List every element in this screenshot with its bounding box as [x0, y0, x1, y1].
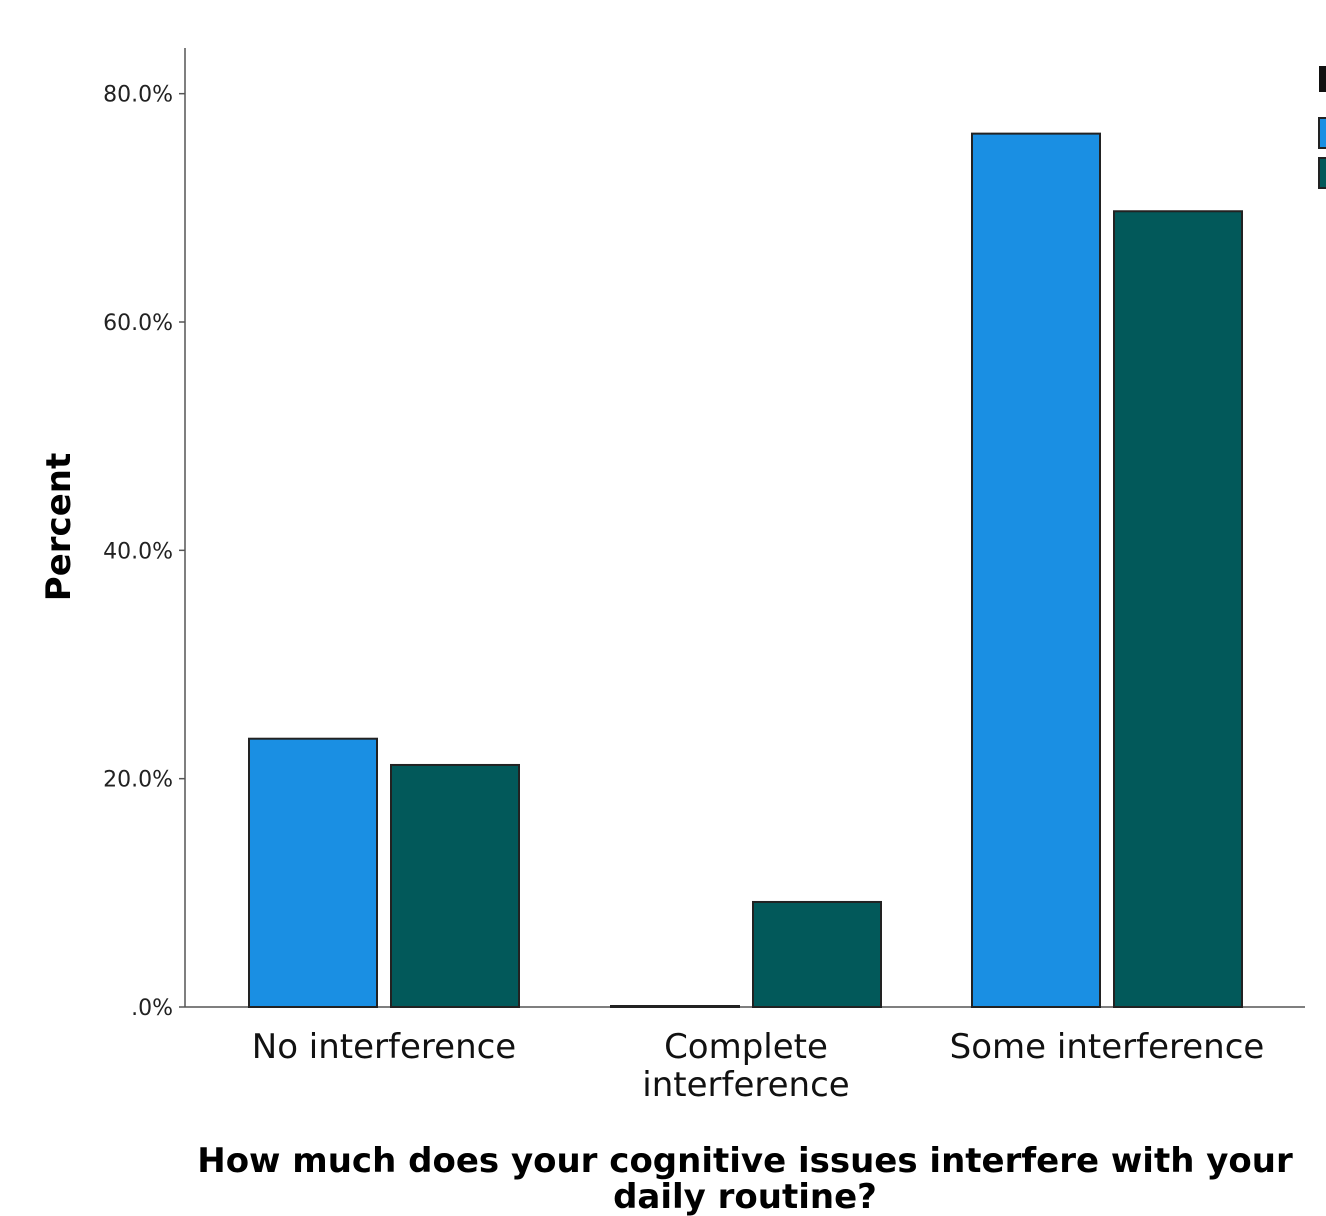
- y-tick-label: .0%: [131, 996, 173, 1021]
- x-axis-title: How much does your cognitive issues inte…: [197, 1141, 1293, 1216]
- bar-no-interference-series-2: [390, 763, 520, 1009]
- bar-complete-interference-series-1: [610, 1005, 740, 1008]
- legend-title-fragment: [1319, 66, 1326, 92]
- y-tick-label: 40.0%: [103, 539, 173, 564]
- bar-some-interference-series-2: [1113, 210, 1243, 1008]
- bar-complete-interference-series-2: [752, 900, 882, 1009]
- bar-no-interference-series-1: [248, 737, 378, 1008]
- x-axis-title-text: How much does your cognitive issues inte…: [197, 1141, 1293, 1216]
- x-tick-label: Complete interference: [642, 1027, 849, 1105]
- bar-some-interference-series-1: [971, 132, 1101, 1008]
- x-tick-label: No interference: [252, 1027, 516, 1067]
- y-axis-ticks: .0% 20.0% 40.0% 60.0% 80.0%: [103, 83, 185, 1021]
- y-tick-label: 80.0%: [103, 83, 173, 108]
- legend: [1318, 66, 1326, 189]
- legend-swatch-series-1: [1318, 117, 1326, 149]
- x-axis-categories: No interference Complete interference Some …: [252, 1027, 1265, 1105]
- y-tick-label: 60.0%: [103, 311, 173, 336]
- y-axis-title: Percent: [39, 453, 79, 601]
- x-tick-label: Some interference: [950, 1027, 1265, 1067]
- legend-swatch-series-2: [1318, 157, 1326, 189]
- y-tick-label: 20.0%: [103, 768, 173, 793]
- bars: [248, 132, 1243, 1009]
